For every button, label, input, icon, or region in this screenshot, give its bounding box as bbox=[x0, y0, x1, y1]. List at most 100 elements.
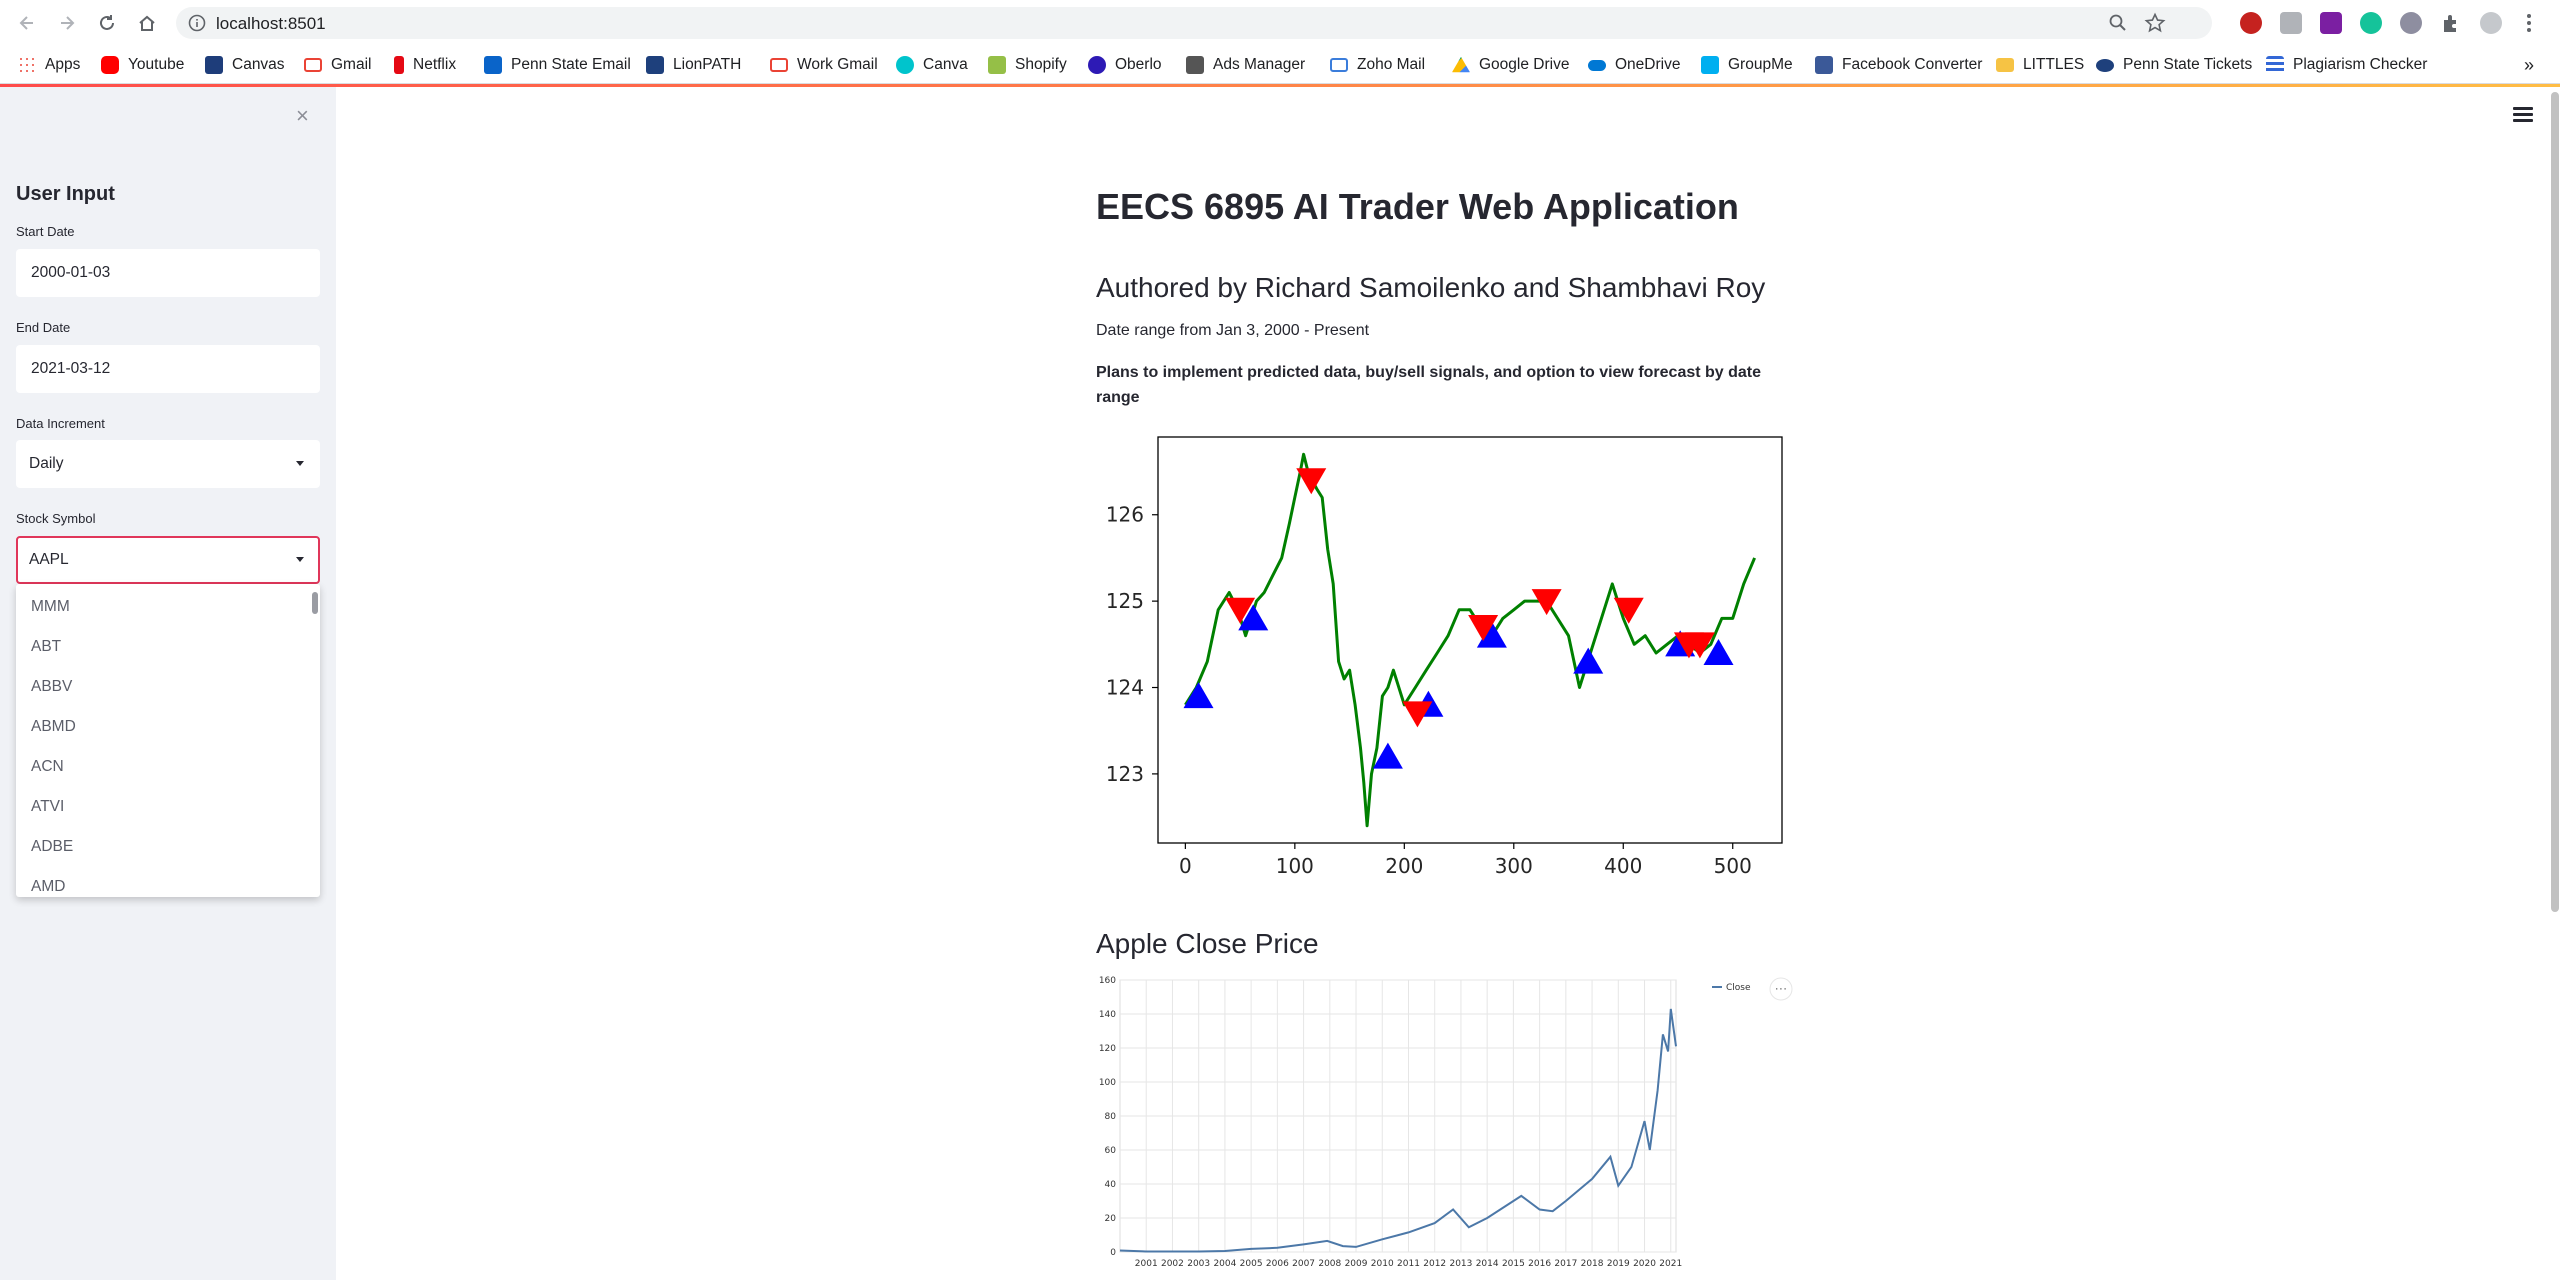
gmail-icon bbox=[304, 58, 322, 72]
home-button[interactable] bbox=[134, 10, 160, 36]
x-tick-label: 2018 bbox=[1581, 1259, 1604, 1269]
bookmark-facebook-converter[interactable]: Facebook Converter bbox=[1815, 54, 1982, 76]
y-tick-label: 120 bbox=[1099, 1044, 1116, 1054]
buy-signal-marker bbox=[1372, 742, 1403, 769]
bookmark-netflix[interactable]: Netflix bbox=[394, 54, 456, 76]
bookmark-canvas[interactable]: Canvas bbox=[205, 54, 285, 76]
bookmark-shopify[interactable]: Shopify bbox=[988, 54, 1067, 76]
bookmark-onedrive[interactable]: OneDrive bbox=[1588, 54, 1680, 76]
bookmark-canva[interactable]: Canva bbox=[896, 54, 968, 76]
extension-icon[interactable] bbox=[2280, 12, 2302, 34]
bookmark-lionpath[interactable]: LionPATH bbox=[646, 54, 741, 76]
dropdown-option[interactable]: ABMD bbox=[31, 718, 76, 735]
address-bar[interactable]: localhost:8501 bbox=[176, 7, 2212, 39]
plagiarism-checker-icon bbox=[2266, 56, 2284, 74]
penn-state-icon bbox=[2096, 58, 2114, 72]
adblock-extension-icon[interactable] bbox=[2240, 12, 2262, 34]
y-tick-label: 80 bbox=[1105, 1112, 1117, 1122]
bookmark-google-drive[interactable]: Google Drive bbox=[1452, 54, 1569, 76]
stock-symbol-select[interactable]: AAPL bbox=[16, 536, 320, 584]
chevron-down-icon bbox=[296, 461, 304, 466]
bookmarks-bar: Apps Youtube Canvas Gmail Netflix Penn S… bbox=[0, 46, 2560, 84]
dropdown-option[interactable]: ACN bbox=[31, 758, 64, 775]
bookmark-zoho-mail[interactable]: Zoho Mail bbox=[1330, 54, 1425, 76]
dropdown-option[interactable]: AMD bbox=[31, 878, 66, 895]
back-button[interactable] bbox=[14, 10, 40, 36]
dropdown-option[interactable]: ADBE bbox=[31, 838, 74, 855]
bookmark-oberlo[interactable]: Oberlo bbox=[1088, 54, 1162, 76]
chart-menu-button[interactable]: ⋯ bbox=[1769, 977, 1793, 1001]
reload-button[interactable] bbox=[94, 10, 120, 36]
x-tick-label: 2015 bbox=[1502, 1259, 1525, 1269]
more-bookmarks-button[interactable]: » bbox=[2524, 54, 2535, 75]
bookmark-penn-state-email[interactable]: Penn State Email bbox=[484, 54, 631, 76]
bookmark-apps[interactable]: Apps bbox=[18, 54, 80, 76]
oberlo-icon bbox=[1088, 56, 1106, 74]
x-tick-label: 2011 bbox=[1397, 1259, 1420, 1269]
zoom-icon[interactable] bbox=[2108, 13, 2128, 33]
page-scrollbar[interactable] bbox=[2551, 92, 2559, 912]
data-increment-value: Daily bbox=[29, 455, 64, 472]
x-tick-label: 2009 bbox=[1345, 1259, 1368, 1269]
x-tick-label: 2012 bbox=[1423, 1259, 1446, 1269]
y-tick-label: 100 bbox=[1099, 1078, 1116, 1088]
x-tick-label: 2002 bbox=[1161, 1259, 1184, 1269]
bookmark-ads-manager[interactable]: Ads Manager bbox=[1186, 54, 1305, 76]
bookmark-plagiarism-checker[interactable]: Plagiarism Checker bbox=[2266, 54, 2427, 76]
app-menu-button[interactable] bbox=[2513, 107, 2533, 123]
data-increment-label: Data Increment bbox=[16, 416, 105, 431]
buy-signal-marker bbox=[1476, 621, 1507, 648]
data-increment-select[interactable]: Daily bbox=[16, 440, 320, 488]
zoho-mail-icon bbox=[1330, 58, 1348, 72]
x-tick-label: 2020 bbox=[1633, 1259, 1656, 1269]
x-tick-label: 2019 bbox=[1607, 1259, 1630, 1269]
netflix-icon bbox=[394, 56, 404, 74]
y-tick-label: 160 bbox=[1099, 976, 1116, 986]
profile-avatar-icon[interactable] bbox=[2480, 12, 2502, 34]
dropdown-scrollbar[interactable] bbox=[312, 592, 318, 614]
bookmark-gmail[interactable]: Gmail bbox=[304, 54, 371, 76]
browser-menu-icon[interactable] bbox=[2518, 12, 2540, 34]
date-range-text: Date range from Jan 3, 2000 - Present bbox=[1096, 322, 1370, 339]
close-line bbox=[1119, 1008, 1677, 1253]
x-tick-label: 0 bbox=[1179, 854, 1192, 878]
page-title: EECS 6895 AI Trader Web Application bbox=[1096, 186, 1739, 227]
close-sidebar-button[interactable]: × bbox=[296, 103, 309, 129]
bookmark-groupme[interactable]: GroupMe bbox=[1701, 54, 1793, 76]
stock-symbol-dropdown: MMM ABT ABBV ABMD ACN ATVI ADBE AMD bbox=[16, 584, 320, 897]
info-icon[interactable] bbox=[188, 14, 206, 32]
apps-grid-icon bbox=[18, 56, 36, 74]
screen-recorder-extension-icon[interactable] bbox=[2320, 12, 2342, 34]
y-tick-label: 123 bbox=[1106, 762, 1144, 786]
gmail-icon bbox=[770, 58, 788, 72]
dropdown-option[interactable]: ATVI bbox=[31, 798, 65, 815]
x-tick-label: 100 bbox=[1276, 854, 1314, 878]
bookmark-folder-littles[interactable]: LITTLES bbox=[1996, 54, 2084, 76]
y-tick-label: 126 bbox=[1106, 503, 1144, 527]
bookmark-penn-state-tickets[interactable]: Penn State Tickets bbox=[2096, 54, 2252, 76]
x-tick-label: 2016 bbox=[1528, 1259, 1551, 1269]
dropdown-option[interactable]: ABT bbox=[31, 638, 62, 655]
end-date-input[interactable]: 2021-03-12 bbox=[16, 345, 320, 393]
x-tick-label: 2001 bbox=[1135, 1259, 1158, 1269]
forward-button[interactable] bbox=[54, 10, 80, 36]
buy-signal-marker bbox=[1238, 604, 1269, 631]
x-tick-label: 500 bbox=[1714, 854, 1752, 878]
buy-signal-marker bbox=[1573, 647, 1604, 674]
x-tick-label: 2003 bbox=[1187, 1259, 1210, 1269]
bookmark-star-icon[interactable] bbox=[2144, 12, 2166, 34]
grammarly-extension-icon[interactable] bbox=[2360, 12, 2382, 34]
dropdown-option[interactable]: ABBV bbox=[31, 678, 73, 695]
x-tick-label: 200 bbox=[1385, 854, 1423, 878]
start-date-input[interactable]: 2000-01-03 bbox=[16, 249, 320, 297]
dropdown-option[interactable]: MMM bbox=[31, 598, 70, 615]
start-date-label: Start Date bbox=[16, 224, 75, 239]
extension-icon-circle[interactable] bbox=[2400, 12, 2422, 34]
bookmark-work-gmail[interactable]: Work Gmail bbox=[770, 54, 878, 76]
x-tick-label: 2013 bbox=[1449, 1259, 1472, 1269]
bookmark-youtube[interactable]: Youtube bbox=[101, 54, 184, 76]
extensions-puzzle-icon[interactable] bbox=[2440, 12, 2462, 34]
x-tick-label: 2014 bbox=[1476, 1259, 1499, 1269]
app-top-decoration bbox=[0, 84, 2560, 87]
x-tick-label: 2008 bbox=[1318, 1259, 1341, 1269]
